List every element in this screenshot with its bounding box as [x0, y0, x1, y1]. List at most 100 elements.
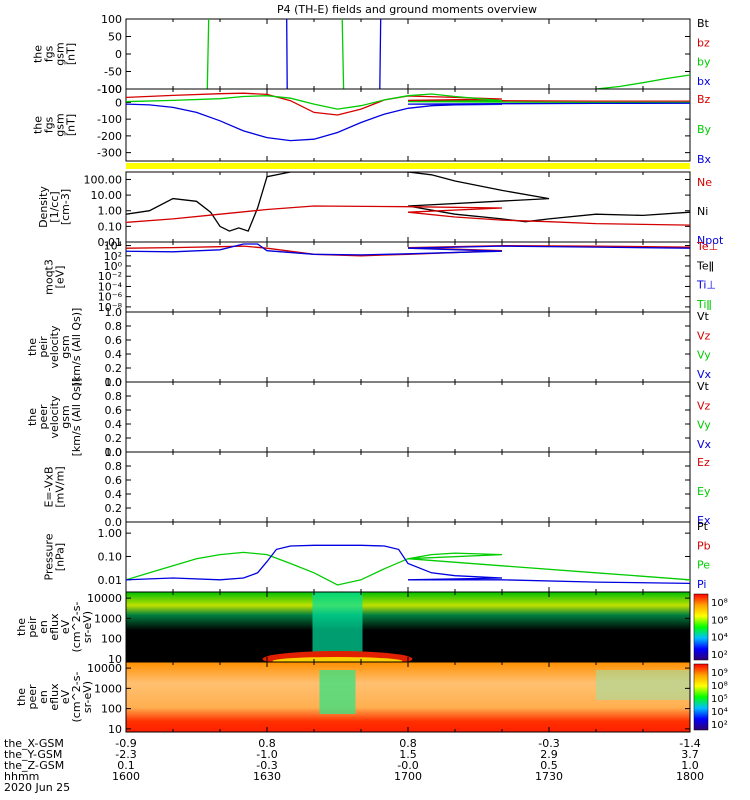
y-tick-label: 100.00: [84, 173, 123, 186]
panel-velocity-peir: 1.00.80.60.40.20.0thepeirvelocitygsm[km/…: [26, 306, 712, 389]
y-tick-label: -100: [97, 113, 122, 126]
quality-flag-bar: [126, 163, 690, 169]
legend-label: Pi: [697, 578, 706, 591]
y-tick-label: 0.4: [105, 418, 123, 431]
date-label: 2020 Jun 25: [4, 781, 70, 794]
series-bx-line: [379, 19, 382, 89]
y-tick-label: 0.01: [98, 236, 123, 249]
y-tick-label: -300: [97, 147, 122, 160]
legend-label: Vx: [697, 368, 712, 381]
legend-label: Ne: [697, 176, 712, 189]
y-tick-label: 10⁰: [104, 260, 123, 273]
y-tick-label: 1.0: [105, 376, 123, 389]
y-tick-label: 1000: [94, 612, 122, 625]
y-tick-label: 0.0: [105, 376, 123, 389]
time-axis-row-label: hhmm: [4, 770, 39, 783]
colorbar-tick-label: 10⁸: [711, 598, 728, 609]
time-axis-value: 1600: [112, 770, 140, 783]
series-Pe-line: [126, 551, 690, 586]
y-axis-label: sr-eV): [81, 681, 94, 713]
colorbar-bar: [693, 593, 709, 661]
y-tick-label: 100: [101, 633, 122, 646]
heatmap-column: [312, 592, 363, 654]
y-axis-label: the: [26, 338, 39, 356]
y-axis-label: the: [15, 688, 28, 706]
plot-title: P4 (TH-E) fields and ground moments over…: [277, 3, 537, 16]
legend-label: Vx: [697, 438, 712, 451]
legend-label: Npot: [697, 234, 724, 247]
y-tick-label: 10000: [87, 592, 122, 605]
y-tick-label: 50: [108, 31, 122, 44]
legend-label: Vy: [697, 419, 711, 432]
y-axis-label: peer: [37, 404, 50, 430]
y-tick-label: 0.8: [105, 390, 123, 403]
y-axis-label: [km/s (All Qs)]: [70, 378, 83, 457]
y-axis-label: (cm^2-s-: [70, 602, 83, 653]
y-axis-label: gsm: [59, 405, 72, 428]
y-axis-label: eflux: [48, 683, 61, 711]
y-tick-label: 1.00: [98, 527, 123, 540]
y-axis-label: en: [37, 690, 50, 704]
panel-frame: [125, 451, 691, 523]
y-tick-label: -200: [97, 130, 122, 143]
legend-label: Ni: [697, 205, 708, 218]
time-axis-value: 0.1: [117, 759, 135, 772]
y-tick-label: 10⁻⁶: [98, 291, 123, 304]
y-axis-label: [mV/m]: [54, 466, 67, 507]
colorbar-bar: [693, 663, 709, 731]
legend-label: Vt: [697, 380, 710, 393]
legend-label: Pb: [697, 539, 711, 552]
time-axis-value: -1.4: [679, 737, 700, 750]
colorbar-tick-label: 10⁶: [711, 615, 728, 626]
colorbar: 10⁸ 10⁶ 10⁴ 10²: [693, 593, 728, 661]
y-axis-label: [nPa]: [54, 543, 67, 571]
y-tick-label: 10²: [104, 250, 122, 263]
colorbar-tick-label: 10²: [711, 650, 728, 661]
legend-label: Ti⊥: [696, 279, 716, 292]
y-tick-label: 0.8: [105, 320, 123, 333]
series-group: [126, 544, 690, 586]
y-tick-label: 1.00: [98, 205, 123, 218]
legend-label: Te⊥: [696, 240, 718, 253]
y-axis-label: gsm: [59, 335, 72, 358]
legend-label: by: [697, 56, 711, 69]
y-axis-label: fgs: [43, 116, 56, 133]
time-axis-row-label: the_Z-GSM: [4, 759, 64, 772]
time-axis-value: 1700: [394, 770, 422, 783]
y-tick-label: 0.4: [105, 488, 123, 501]
colorbar-tick-label: 10⁵: [711, 694, 728, 705]
colorbar-tick-label: 10²: [711, 720, 728, 731]
y-tick-label: 10⁻²: [98, 270, 122, 283]
time-axis-value: -0.0: [397, 759, 418, 772]
series-Ne-line: [126, 205, 690, 228]
series-Bx-line: [126, 102, 690, 142]
y-axis-label: the: [32, 116, 45, 134]
time-axis-value: -2.3: [115, 748, 136, 761]
panel-frame: [125, 521, 691, 593]
y-axis-label: [cm-3]: [59, 189, 72, 225]
y-axis-label: the: [32, 45, 45, 63]
y-tick-label: 0.10: [98, 550, 123, 563]
series-bx-line: [286, 19, 288, 89]
series-group: [206, 19, 690, 89]
y-axis-label: Pressure: [43, 533, 56, 580]
colorbar-tick-label: 10⁴: [711, 707, 728, 718]
series-group: [126, 172, 690, 232]
y-tick-label: 1.0: [105, 446, 123, 459]
panel-velocity-peer: 1.00.80.60.40.20.0thepeervelocitygsm[km/…: [26, 376, 712, 459]
y-axis-label: fgs: [43, 45, 56, 62]
time-axis-value: -1.0: [256, 748, 277, 761]
y-tick-label: 0.6: [105, 334, 123, 347]
time-axis-row-label: the_Y-GSM: [4, 748, 62, 761]
y-tick-label: 100: [101, 13, 122, 26]
panel-frame: [125, 18, 691, 90]
y-axis-label: eV: [59, 689, 72, 704]
legend-label: Bx: [697, 153, 712, 166]
legend-label: Teǁ: [696, 259, 714, 272]
y-axis-label: gsm: [54, 113, 67, 136]
heatmap-region: [596, 670, 690, 700]
legend-label: Tiǁ: [696, 298, 712, 311]
